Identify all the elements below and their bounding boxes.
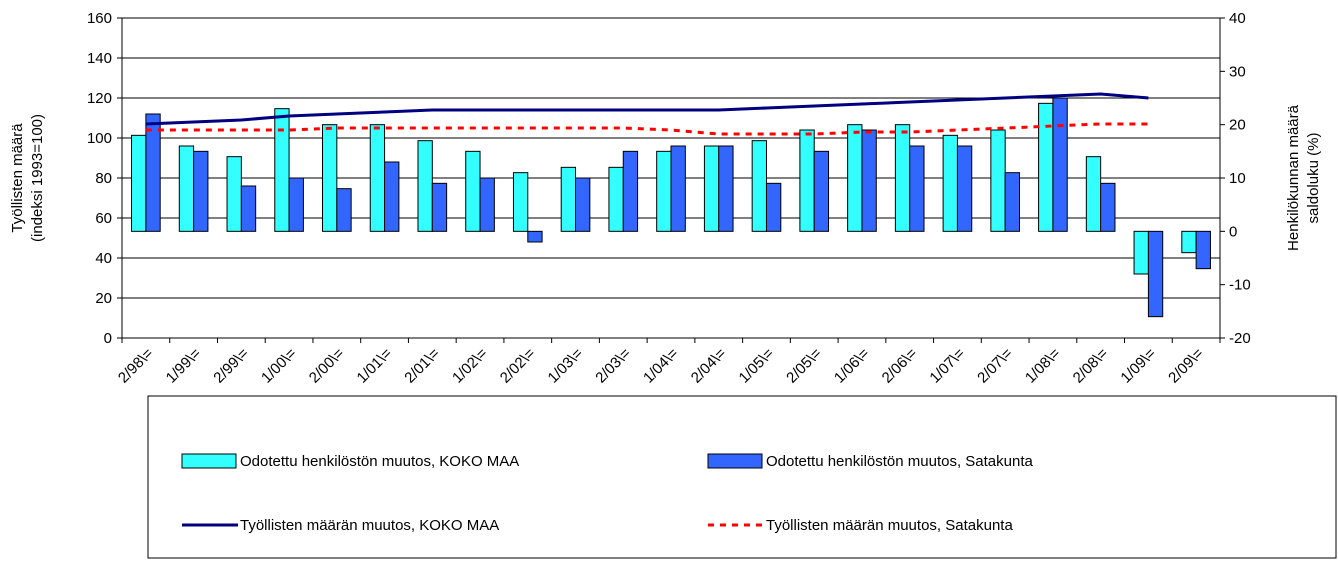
y2-tick-label: 0: [1229, 223, 1237, 240]
y-tick-label: 160: [87, 10, 112, 27]
bar: [560, 166, 577, 232]
legend-label: Odotettu henkilöstön muutos, KOKO MAA: [240, 453, 519, 470]
y2-tick-label: -10: [1229, 277, 1251, 294]
bar: [894, 124, 911, 232]
y2-tick-label: 40: [1229, 10, 1246, 27]
bar: [178, 145, 195, 232]
x-tick-label: 2/98\=: [115, 345, 157, 387]
bar: [274, 108, 290, 232]
legend-swatch: [181, 453, 237, 469]
y2-axis-label: saldoluku (%): [1305, 133, 1322, 224]
x-tick-label: 2/07\=: [974, 345, 1016, 387]
x-tick-label: 2/03\=: [592, 345, 634, 387]
bar: [670, 145, 686, 232]
x-tick-label: 1/07\=: [926, 345, 968, 387]
y-tick-label: 100: [87, 130, 112, 147]
x-tick-label: 1/09\=: [1117, 345, 1159, 387]
bar: [384, 161, 400, 232]
bar: [1133, 230, 1149, 275]
bar: [608, 166, 624, 232]
bar: [942, 134, 958, 232]
bar: [813, 150, 830, 232]
bar: [226, 156, 242, 232]
bar: [751, 140, 767, 232]
x-tick-label: 2/04\=: [688, 345, 730, 387]
bar: [656, 150, 672, 232]
y-tick-label: 60: [95, 210, 112, 227]
y2-tick-label: 30: [1229, 63, 1246, 80]
legend-swatch: [707, 453, 763, 469]
y-tick-label: 40: [95, 250, 112, 267]
x-tick-label: 2/08\=: [1070, 345, 1112, 387]
bar: [369, 124, 386, 232]
bar: [288, 177, 304, 232]
bar: [322, 124, 338, 232]
bar: [1100, 182, 1116, 232]
bar: [1147, 230, 1164, 318]
bar: [479, 177, 495, 232]
bar: [909, 145, 925, 232]
bar: [512, 172, 529, 232]
x-tick-label: 1/03\=: [545, 345, 587, 387]
bar: [131, 134, 147, 232]
y2-axis-label: Henkilökunnan määrä: [1285, 104, 1302, 251]
bar: [1195, 230, 1211, 270]
bar: [417, 140, 433, 232]
x-tick-label: 2/09\=: [1165, 345, 1207, 387]
legend-label: Työllisten määrän muutos, KOKO MAA: [240, 517, 499, 534]
bar: [1038, 102, 1054, 232]
y2-tick-label: -20: [1229, 330, 1251, 347]
x-tick-label: 1/06\=: [831, 345, 873, 387]
legend-label: Työllisten määrän muutos, Satakunta: [766, 517, 1013, 534]
x-tick-label: 2/06\=: [879, 345, 921, 387]
x-tick-label: 1/04\=: [640, 345, 682, 387]
x-tick-label: 2/05\=: [783, 345, 825, 387]
bar: [431, 182, 448, 232]
bar: [622, 150, 639, 232]
x-tick-label: 1/00\=: [258, 345, 300, 387]
bar: [861, 129, 877, 232]
bar: [465, 150, 481, 232]
x-tick-label: 2/02\=: [497, 345, 539, 387]
y-tick-label: 80: [95, 170, 112, 187]
legend-label: Odotettu henkilöstön muutos, Satakunta: [766, 453, 1033, 470]
y-axis-label: (indeksi 1993=100): [29, 114, 46, 242]
x-tick-label: 1/01\=: [354, 345, 396, 387]
legend: [147, 395, 1337, 559]
y-tick-label: 120: [87, 90, 112, 107]
y-tick-label: 140: [87, 50, 112, 67]
x-tick-label: 1/02\=: [449, 345, 491, 387]
x-tick-label: 2/01\=: [401, 345, 443, 387]
x-tick-label: 1/99\=: [163, 345, 205, 387]
bar: [956, 145, 973, 232]
bar: [718, 145, 734, 232]
bar: [527, 230, 543, 243]
bar: [336, 188, 352, 232]
y-tick-label: 20: [95, 290, 112, 307]
bar: [1181, 230, 1197, 254]
bar: [703, 145, 720, 232]
bar: [1085, 156, 1102, 232]
bar: [1004, 172, 1020, 232]
bar: [1052, 97, 1068, 232]
bar: [575, 177, 591, 232]
x-tick-label: 1/08\=: [1022, 345, 1064, 387]
y-axis-label: Työllisten määrä: [9, 123, 26, 233]
y2-tick-label: 20: [1229, 117, 1246, 134]
x-tick-label: 2/00\=: [306, 345, 348, 387]
x-tick-label: 2/99\=: [210, 345, 252, 387]
bar: [990, 129, 1006, 232]
bar: [847, 124, 863, 232]
bar: [240, 185, 257, 232]
bar: [799, 129, 815, 232]
line: [145, 92, 1149, 126]
bar: [765, 182, 782, 232]
y2-tick-label: 10: [1229, 170, 1246, 187]
x-tick-label: 1/05\=: [735, 345, 777, 387]
bar: [145, 113, 161, 232]
y-tick-label: 0: [104, 330, 112, 347]
bar: [193, 150, 209, 232]
